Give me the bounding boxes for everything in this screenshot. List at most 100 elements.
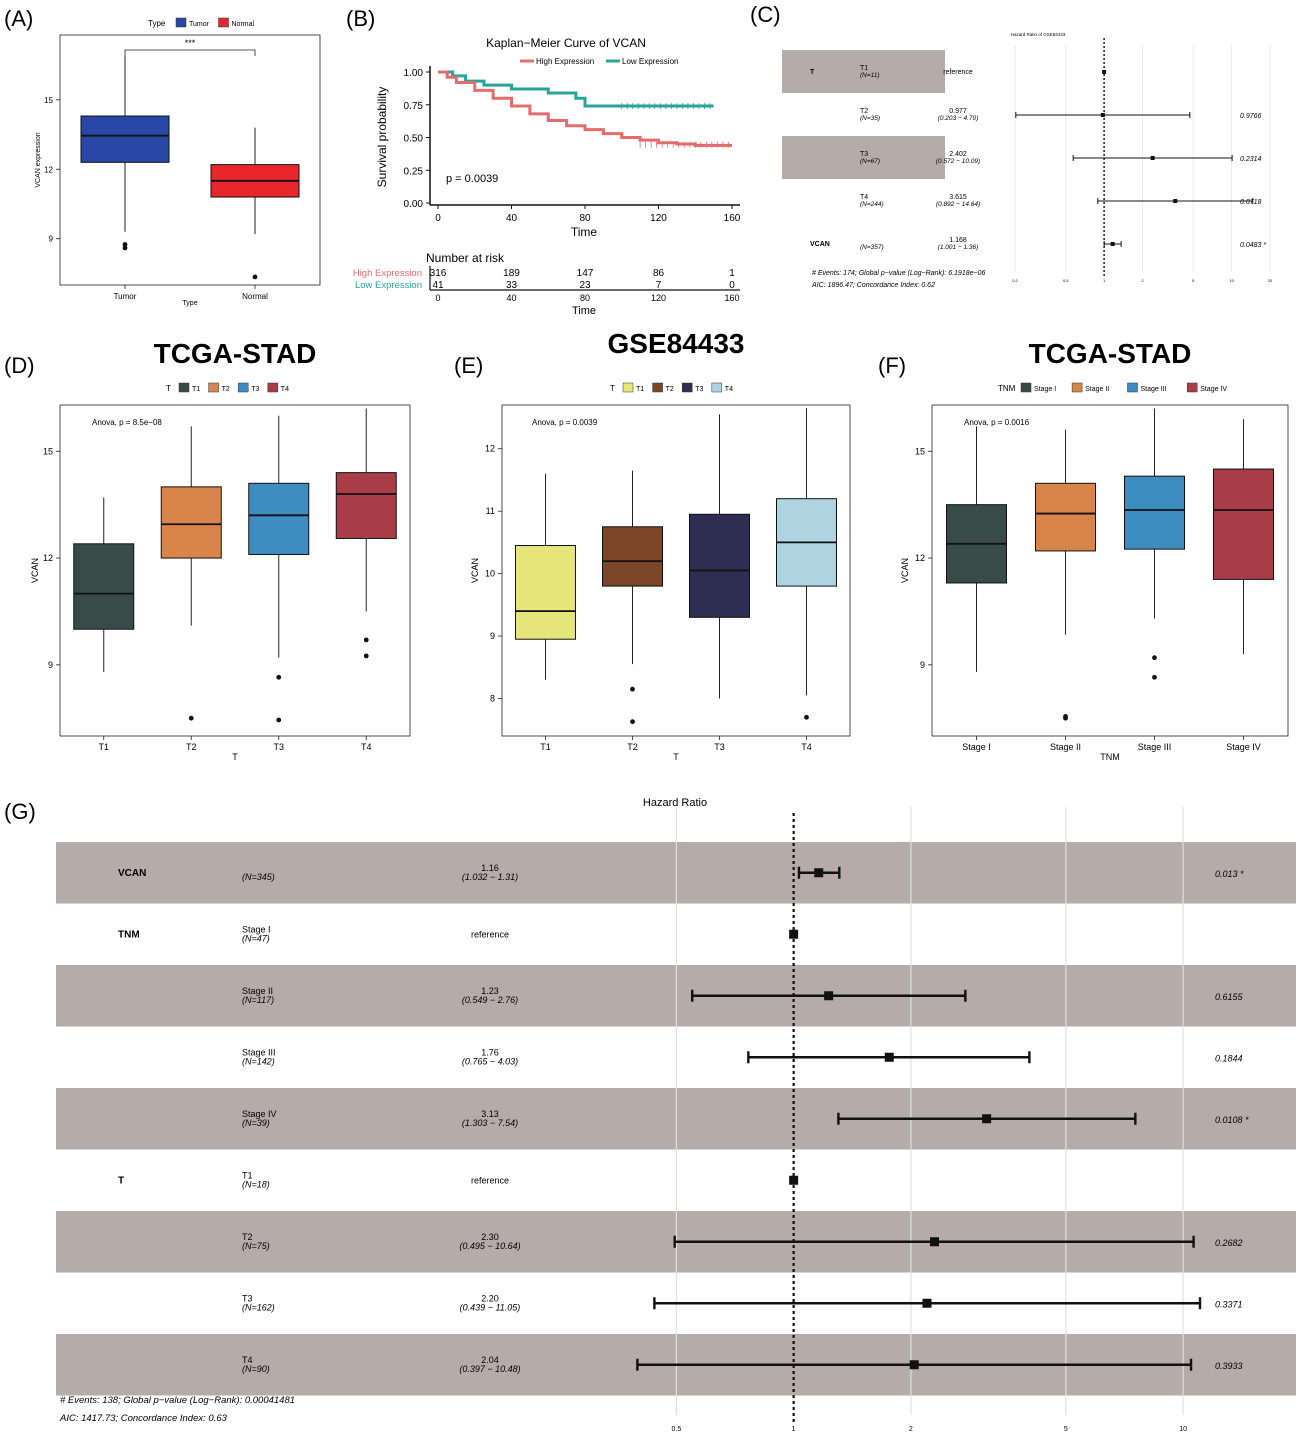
- row-n: (N=90): [242, 1364, 270, 1374]
- x-tick-label: 160: [724, 213, 741, 224]
- outlier-point: [804, 714, 809, 720]
- row-pvalue: 0.2682: [1215, 1238, 1243, 1248]
- row-estimate: 1.168: [949, 237, 967, 244]
- row-level: Stage II: [242, 986, 273, 996]
- x-axis-label: Time: [571, 225, 598, 239]
- row-variable: VCAN: [810, 241, 830, 248]
- box-t3: [248, 482, 310, 555]
- y-tick-label: 9: [49, 235, 54, 244]
- row-estimate: 2.30: [481, 1232, 499, 1242]
- row-n: (N=35): [860, 115, 880, 122]
- outlier-point: [276, 674, 282, 680]
- x-axis-label: Type: [182, 300, 197, 307]
- risk-x-axis-label: Time: [572, 305, 596, 317]
- row-n: (N=67): [860, 158, 880, 165]
- legend-swatch: [1071, 382, 1083, 393]
- legend-label: T2: [222, 386, 230, 393]
- outlier-point: [188, 715, 194, 721]
- row-estimate: 1.23: [481, 986, 499, 996]
- risk-value: 147: [577, 268, 594, 279]
- x-tick-label: 0: [435, 213, 441, 224]
- row-level: T4: [242, 1355, 253, 1365]
- risk-table-title: Number at risk: [426, 251, 505, 265]
- outlier-point: [122, 242, 128, 247]
- risk-value: 23: [579, 280, 591, 291]
- x-tick-label: T1: [98, 742, 109, 752]
- row-pvalue: 0.2314: [1240, 156, 1262, 163]
- row-n: (N=345): [242, 872, 275, 882]
- row-level: T1: [242, 1170, 253, 1180]
- x-tick-label: 0.2: [1012, 278, 1018, 283]
- legend-label: T4: [725, 386, 733, 393]
- x-tick-label: 40: [506, 213, 518, 224]
- forest-title: Hazard Ratio: [643, 797, 707, 809]
- legend-swatch: [1186, 382, 1198, 393]
- row-pvalue: 0.3371: [1215, 1299, 1243, 1309]
- row-n: (N=11): [860, 72, 880, 79]
- y-axis-label: VCAN: [30, 558, 40, 583]
- panel-title: GSE84433: [608, 328, 745, 359]
- panel-label: (A): [4, 6, 33, 31]
- row-pvalue: 0.0108 *: [1215, 1115, 1249, 1125]
- row-n: (N=75): [242, 1241, 270, 1251]
- row-level: Stage III: [242, 1047, 276, 1057]
- x-tick-label: T2: [186, 742, 197, 752]
- panel-title: TCGA-STAD: [1029, 338, 1192, 369]
- x-tick-label: Stage II: [1050, 742, 1081, 752]
- x-tick-label: 120: [650, 213, 667, 224]
- plot-frame: [59, 404, 411, 737]
- risk-value: 0: [729, 280, 735, 291]
- x-tick-label: 1: [792, 1426, 796, 1433]
- row-level: Stage I: [242, 924, 271, 934]
- row-pvalue: 0.3933: [1215, 1361, 1243, 1371]
- forest-footer: AIC: 1417.73; Concordance Index: 0.63: [59, 1413, 228, 1424]
- hr-point: [814, 868, 824, 878]
- row-n: (N=357): [860, 244, 884, 251]
- row-variable: VCAN: [118, 868, 146, 879]
- outlier-point: [630, 686, 635, 692]
- x-tick-label: T3: [273, 742, 284, 752]
- legend-swatch: [208, 382, 219, 393]
- y-tick-label: 12: [43, 553, 53, 563]
- box-stage-iv: [1213, 468, 1274, 580]
- box-t2: [160, 486, 222, 559]
- forest-footer: # Events: 138; Global p−value (Log−Rank)…: [60, 1395, 295, 1406]
- anova-text: Anova, p = 8.5e−08: [92, 418, 162, 427]
- x-tick-label: 5: [1192, 278, 1195, 283]
- row-estimate: 1.16: [481, 863, 499, 873]
- risk-x-tick-label: 40: [506, 293, 516, 303]
- y-tick-label: 9: [490, 631, 495, 641]
- panel-a: (A) Type Tumor Normal 9 12 15 VCAN expression Ty…: [4, 6, 321, 307]
- plot-frame: [931, 404, 1289, 737]
- legend-swatch: [652, 382, 663, 393]
- hr-point: [884, 1052, 894, 1062]
- hr-point: [1173, 199, 1178, 203]
- panel-label: (C): [750, 2, 781, 27]
- y-axis-label: VCAN: [900, 558, 910, 583]
- legend-label: T3: [251, 386, 259, 393]
- row-ci: (1.001 − 1.36): [938, 244, 979, 251]
- risk-value: 189: [503, 268, 520, 279]
- legend-swatch: [622, 382, 634, 393]
- hr-point: [789, 929, 799, 939]
- km-curve-high: [438, 70, 732, 147]
- risk-value: 86: [653, 268, 665, 279]
- panel-label: (F): [878, 353, 906, 378]
- y-tick-label: 0.00: [404, 199, 424, 210]
- outlier-point: [363, 653, 369, 659]
- panel-c: (C) Hazard Ratio of GSE84433 0.2 0.5 1 2 5 10 20…: [750, 2, 1273, 289]
- legend-swatch: [218, 17, 229, 28]
- y-tick-label: 0.25: [404, 166, 424, 177]
- row-estimate: 1.76: [481, 1047, 499, 1057]
- row-level: T3: [242, 1293, 253, 1303]
- row-pvalue: 0.0718: [1240, 199, 1262, 206]
- row-n: (N=39): [242, 1118, 270, 1128]
- hr-point: [930, 1237, 940, 1247]
- box-t3: [689, 513, 750, 618]
- row-estimate: 2.04: [481, 1355, 499, 1365]
- p-value: p = 0.0039: [446, 173, 498, 185]
- panel-label: (G): [4, 799, 36, 824]
- hr-point: [1110, 242, 1115, 246]
- risk-value: 316: [430, 268, 447, 279]
- row-estimate: reference: [471, 929, 509, 939]
